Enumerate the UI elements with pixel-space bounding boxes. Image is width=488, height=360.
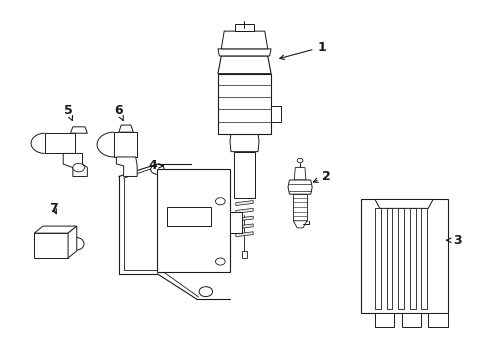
Circle shape	[199, 287, 212, 297]
Polygon shape	[45, 133, 75, 153]
Polygon shape	[374, 199, 432, 208]
Ellipse shape	[124, 165, 134, 174]
Polygon shape	[235, 224, 253, 229]
Polygon shape	[270, 105, 280, 122]
Bar	[360, 199, 447, 313]
Text: 5: 5	[63, 104, 72, 121]
Polygon shape	[386, 208, 392, 309]
Polygon shape	[218, 49, 270, 56]
Polygon shape	[221, 31, 267, 49]
Polygon shape	[235, 201, 253, 206]
Circle shape	[215, 258, 224, 265]
Polygon shape	[293, 221, 306, 228]
Text: 3: 3	[446, 234, 461, 247]
Bar	[167, 207, 210, 226]
Text: 4: 4	[148, 159, 163, 172]
Polygon shape	[409, 208, 415, 309]
Polygon shape	[235, 216, 253, 221]
Polygon shape	[218, 74, 270, 134]
Polygon shape	[218, 56, 270, 74]
Polygon shape	[235, 232, 253, 237]
Circle shape	[297, 158, 303, 163]
Polygon shape	[374, 208, 380, 309]
Polygon shape	[68, 226, 77, 258]
Polygon shape	[234, 24, 254, 31]
Polygon shape	[401, 313, 420, 327]
Polygon shape	[235, 193, 253, 198]
Polygon shape	[235, 208, 253, 213]
Text: 1: 1	[279, 41, 325, 59]
Polygon shape	[70, 127, 87, 133]
Polygon shape	[34, 226, 77, 233]
Polygon shape	[427, 313, 447, 327]
Circle shape	[215, 198, 224, 205]
Circle shape	[73, 163, 84, 172]
Polygon shape	[229, 134, 259, 152]
Polygon shape	[63, 153, 87, 176]
Polygon shape	[116, 157, 137, 176]
Polygon shape	[374, 313, 393, 327]
Polygon shape	[242, 251, 246, 258]
Circle shape	[150, 165, 164, 174]
Text: 2: 2	[313, 170, 330, 183]
Polygon shape	[294, 168, 305, 180]
Bar	[229, 212, 242, 233]
Ellipse shape	[69, 238, 84, 250]
Bar	[157, 169, 229, 272]
Polygon shape	[34, 233, 68, 258]
Polygon shape	[119, 125, 133, 132]
Polygon shape	[293, 194, 306, 221]
Polygon shape	[397, 208, 403, 309]
Polygon shape	[287, 180, 311, 194]
Polygon shape	[114, 132, 137, 157]
Polygon shape	[233, 152, 255, 198]
Polygon shape	[421, 208, 427, 309]
Text: 7: 7	[49, 202, 58, 215]
Text: 6: 6	[114, 104, 123, 121]
